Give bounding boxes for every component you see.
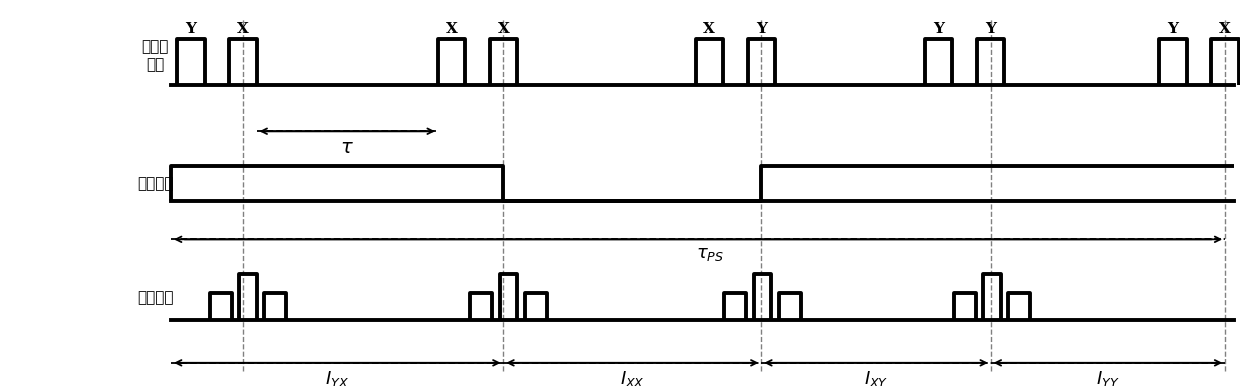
Text: Y: Y <box>1168 22 1178 36</box>
Text: $I_{YX}$: $I_{YX}$ <box>325 369 350 386</box>
Text: 偏振调制: 偏振调制 <box>136 176 174 191</box>
Text: X: X <box>703 22 715 36</box>
Text: X: X <box>237 22 249 36</box>
Text: Y: Y <box>756 22 766 36</box>
Text: X: X <box>497 22 510 36</box>
Text: X: X <box>1219 22 1231 36</box>
Text: Y: Y <box>986 22 996 36</box>
Text: Y: Y <box>934 22 944 36</box>
Text: $I_{XY}$: $I_{XY}$ <box>864 369 888 386</box>
Text: 干涉结果: 干涉结果 <box>136 290 174 305</box>
Text: $I_{XX}$: $I_{XX}$ <box>620 369 645 386</box>
Text: X: X <box>445 22 458 36</box>
Text: $\tau_{PS}$: $\tau_{PS}$ <box>697 245 724 264</box>
Text: $I_{YY}$: $I_{YY}$ <box>1096 369 1120 386</box>
Text: Y: Y <box>186 22 196 36</box>
Text: 注入脉
冲对: 注入脉 冲对 <box>141 39 169 72</box>
Text: $\tau$: $\tau$ <box>340 139 355 157</box>
